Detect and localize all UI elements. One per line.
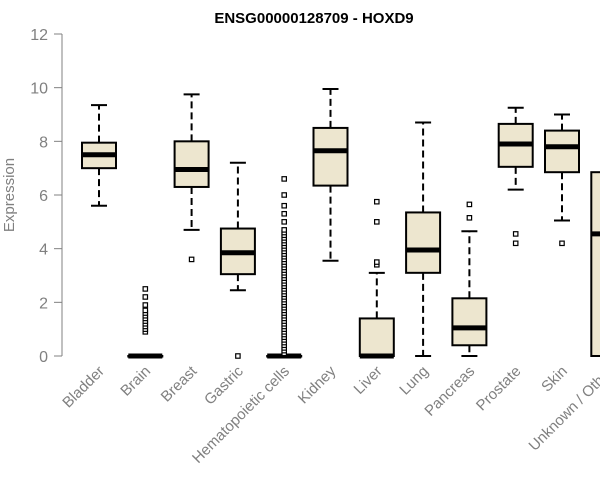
box-iqr (451, 297, 488, 347)
outlier-point (281, 176, 288, 182)
box-prostate (497, 106, 534, 247)
outlier-point (235, 353, 241, 359)
outlier-point (188, 256, 195, 263)
y-tick-label: 2 (39, 295, 48, 312)
outlier-point (281, 192, 288, 198)
box-iqr (590, 171, 600, 357)
outlier-point (142, 307, 149, 314)
box-breast (173, 93, 210, 263)
outlier-point (281, 202, 288, 209)
x-tick-label: Breast (158, 362, 201, 405)
outlier-point (374, 219, 380, 225)
x-tick-label: Brain (117, 363, 154, 400)
box-lung (405, 121, 442, 357)
outlier-point (512, 231, 519, 237)
box-iqr (405, 211, 442, 274)
y-tick-label: 8 (39, 134, 48, 151)
y-tick-label: 10 (30, 81, 48, 98)
box-bladder (81, 104, 117, 207)
y-tick-label: 12 (30, 27, 48, 44)
outlier-point (281, 219, 288, 225)
x-tick-label: Skin (538, 363, 571, 396)
x-tick-label: Prostate (473, 363, 525, 415)
outlier-point (281, 227, 288, 233)
outlier-point (466, 215, 473, 221)
outlier-point (559, 240, 565, 247)
x-tick-label: Bladder (59, 363, 108, 412)
x-tick-label: Gastric (201, 362, 247, 408)
box-iqr (544, 129, 580, 174)
chart-title: ENSG00000128709 - HOXD9 (214, 10, 413, 27)
box-iqr (312, 126, 349, 187)
x-tick-label: Lung (396, 363, 432, 399)
outlier-point (142, 294, 149, 300)
outlier-point (374, 198, 380, 205)
box-gastric (219, 161, 256, 359)
outlier-point (142, 302, 149, 308)
outlier-point (512, 240, 519, 247)
box-hematopoietic-cells (266, 176, 303, 359)
box-unknown-other (590, 171, 600, 357)
box-brain (127, 286, 164, 359)
y-tick-label: 6 (39, 188, 48, 205)
y-tick-label: 0 (39, 349, 48, 366)
x-tick-label: Pancreas (421, 363, 478, 420)
y-tick-label: 4 (39, 242, 48, 259)
box-pancreas (451, 201, 488, 357)
box-skin (544, 113, 580, 247)
x-tick-label: Kidney (295, 362, 340, 407)
y-axis-label: Expression (1, 158, 18, 232)
box-series (81, 88, 600, 359)
box-kidney (312, 88, 349, 262)
box-iqr (358, 317, 395, 357)
box-liver (358, 198, 395, 359)
outlier-point (466, 201, 473, 208)
outlier-point (374, 259, 380, 265)
outlier-point (142, 286, 149, 292)
outlier-point (281, 210, 288, 217)
box-iqr (173, 140, 210, 188)
y-axis: 0 2 4 6 8 10 12 (30, 27, 63, 366)
x-tick-label: Liver (351, 363, 386, 398)
y-ticks: 0 2 4 6 8 10 12 (30, 27, 62, 366)
